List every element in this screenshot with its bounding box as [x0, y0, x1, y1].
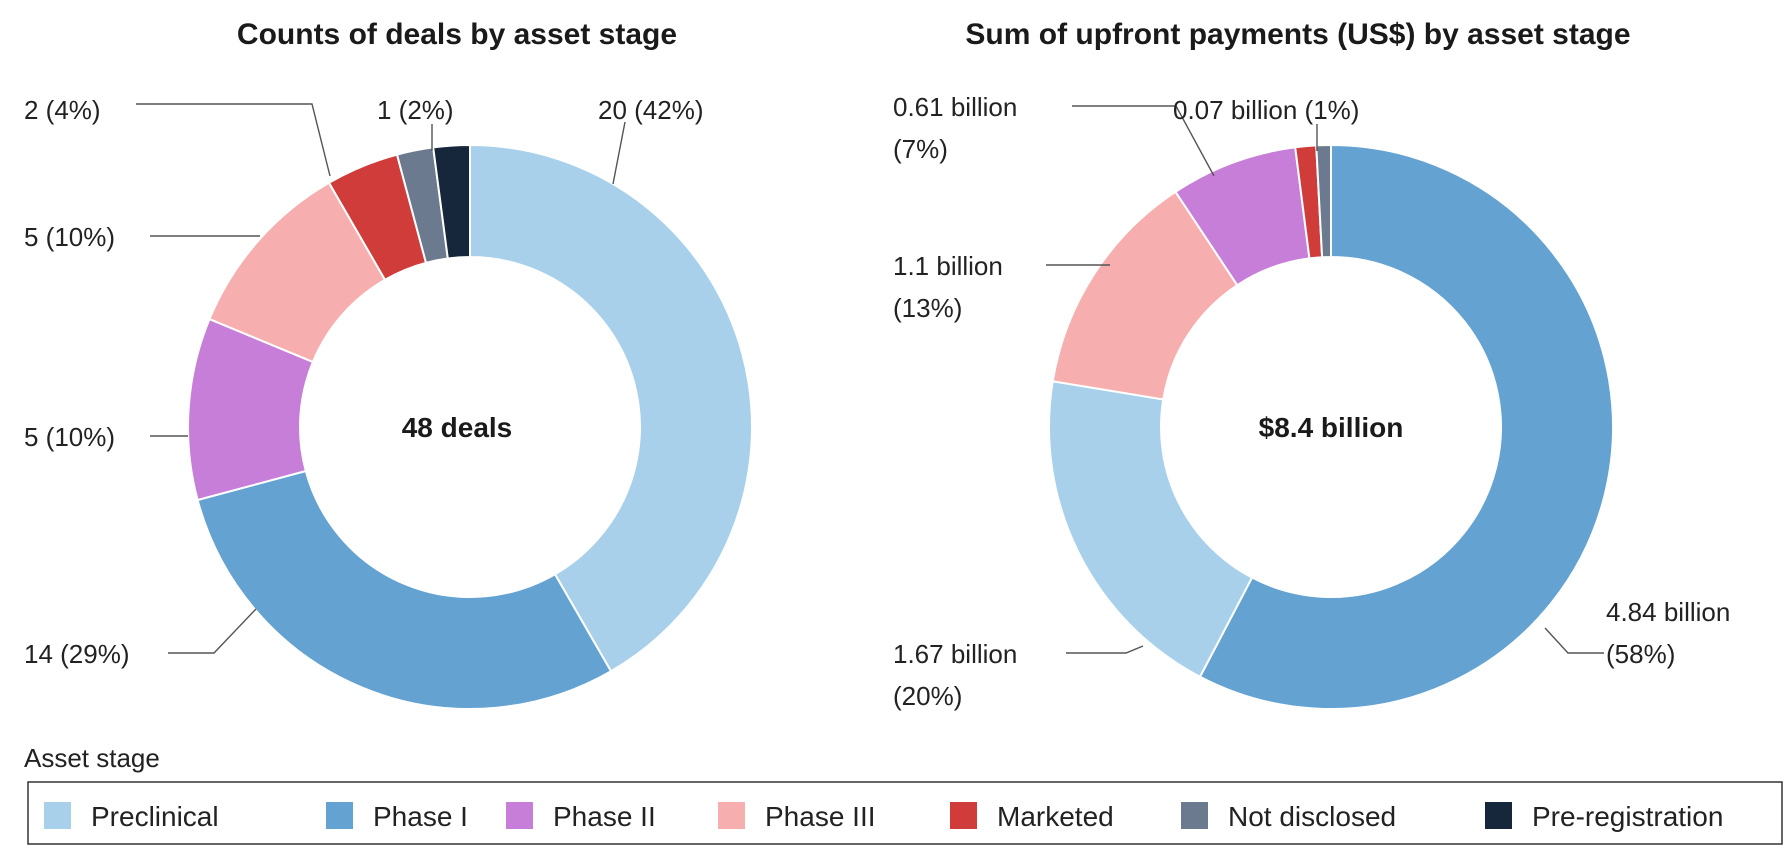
- legend-label-marketed: Marketed: [997, 801, 1114, 832]
- slice-label-payment-phase-i-line-1: 4.84 billion: [1606, 597, 1730, 627]
- deals-slice-phase-i: [196, 469, 613, 710]
- slice-label-payment-phase-ii: 0.61 billion (7%): [893, 92, 1025, 164]
- payments-slice-not-disclosed: [1315, 143, 1332, 259]
- legend-swatch-phase-ii: [506, 802, 533, 829]
- legend-label-phase-i: Phase I: [373, 801, 468, 832]
- legend-label-phase-iii: Phase III: [765, 801, 876, 832]
- legend-title: Asset stage: [24, 743, 160, 773]
- legend-label-phase-ii: Phase II: [553, 801, 656, 832]
- legend-swatch-phase-i: [326, 802, 353, 829]
- leader-line-preclinical: [612, 121, 626, 185]
- legend-swatch-not-disclosed: [1181, 802, 1208, 829]
- donut-deal-counts: [187, 143, 753, 710]
- chart-upfront-payments: Sum of upfront payments (US$) by asset s…: [893, 18, 1738, 711]
- payments-slice-phase-i: [1198, 143, 1614, 710]
- deals-slice-pre-registration: [432, 143, 471, 260]
- slice-label-payment-not-disclosed: 0.07 billion (1%): [1173, 95, 1359, 125]
- slice-label-phase-iii: 5 (10%): [24, 222, 115, 252]
- slice-label-not-disclosed: 1 (2%): [377, 95, 454, 125]
- legend-label-not-disclosed: Not disclosed: [1228, 801, 1396, 832]
- legend-swatch-phase-iii: [718, 802, 745, 829]
- slice-label-payment-phase-ii-line-1: 0.61 billion: [893, 92, 1017, 122]
- slice-label-payment-preclinical: 1.67 billion (20%): [893, 639, 1025, 711]
- slice-label-payment-preclinical-line-2: (20%): [893, 681, 962, 711]
- leader-line-payment-phase-ii: [1072, 105, 1215, 177]
- center-label-upfront-payments: $8.4 billion: [1259, 412, 1404, 443]
- slice-label-payment-phase-i-line-2: (58%): [1606, 639, 1675, 669]
- slice-label-phase-ii: 5 (10%): [24, 422, 115, 452]
- center-label-deal-counts: 48 deals: [402, 412, 513, 443]
- legend-swatch-marketed: [950, 802, 977, 829]
- donut-upfront-payments: [1048, 143, 1614, 710]
- leader-line-marketed: [136, 103, 331, 177]
- slice-label-payment-phase-iii-line-2: (13%): [893, 293, 962, 323]
- leader-line-phase-i: [168, 608, 257, 654]
- legend-label-pre-registration: Pre-registration: [1532, 801, 1723, 832]
- legend-swatch-preclinical: [44, 802, 71, 829]
- legend-label-preclinical: Preclinical: [91, 801, 219, 832]
- legend-frame: [27, 781, 1783, 845]
- slice-label-payment-phase-iii: 1.1 billion (13%): [893, 251, 1010, 323]
- legend-swatch-pre-registration: [1485, 802, 1512, 829]
- deals-slice-preclinical: [469, 143, 753, 673]
- slice-label-phase-i: 14 (29%): [24, 639, 130, 669]
- slice-label-payment-phase-ii-line-2: (7%): [893, 134, 948, 164]
- leader-line-payment-preclinical: [1066, 645, 1144, 654]
- legend: Asset stage Preclinical Phase I Phase II Ph…: [24, 743, 1783, 845]
- chart-deal-counts: Counts of deals by asset stage 48 deals …: [24, 18, 753, 710]
- slice-label-marketed: 2 (4%): [24, 95, 101, 125]
- slice-label-preclinical: 20 (42%): [598, 95, 704, 125]
- slice-label-payment-preclinical-line-1: 1.67 billion: [893, 639, 1017, 669]
- slice-label-payment-phase-iii-line-1: 1.1 billion: [893, 251, 1003, 281]
- legend-items: Preclinical Phase I Phase II Phase III Marke…: [44, 801, 1723, 832]
- slice-label-payment-phase-i: 4.84 billion (58%): [1606, 597, 1738, 669]
- payments-slice-preclinical: [1048, 380, 1254, 679]
- leader-line-payment-phase-i: [1544, 627, 1604, 654]
- chart-title-upfront-payments: Sum of upfront payments (US$) by asset s…: [965, 18, 1630, 51]
- chart-title-deal-counts: Counts of deals by asset stage: [237, 18, 677, 51]
